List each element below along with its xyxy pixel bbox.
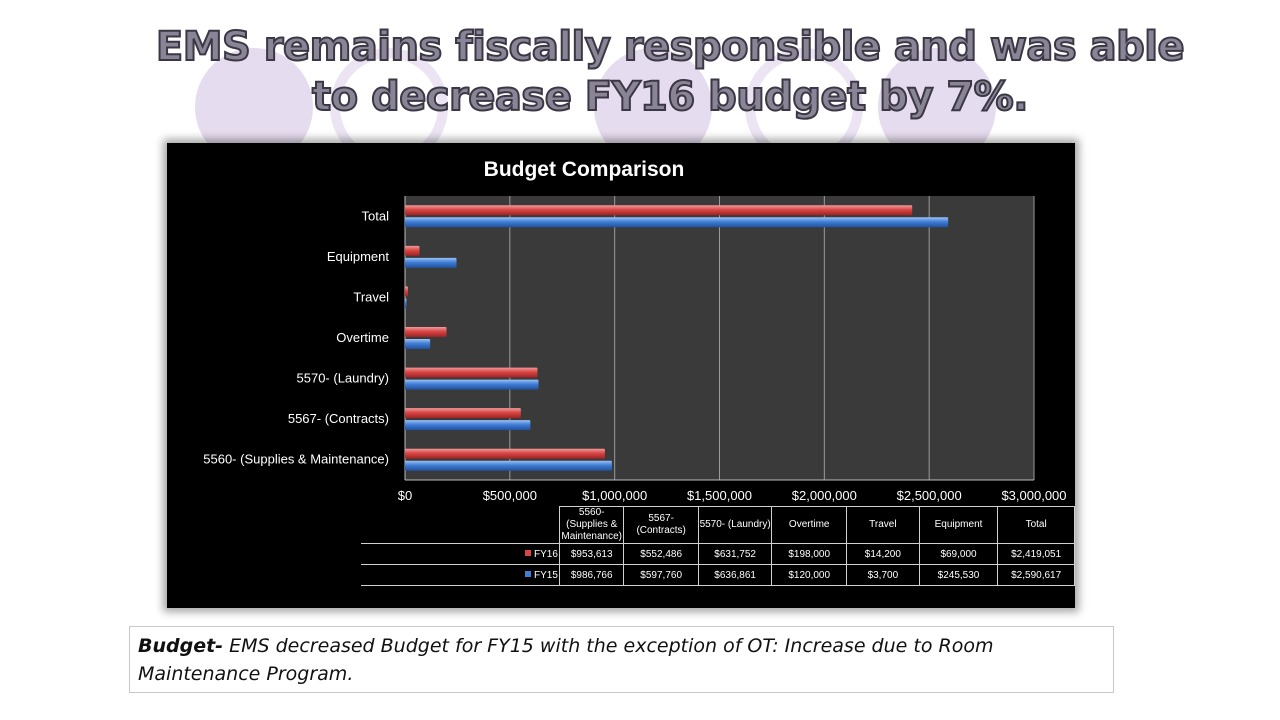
x-tick-label: $1,000,000 xyxy=(582,488,647,503)
bar-fy16 xyxy=(405,245,420,256)
caption-body: EMS decreased Budget for FY15 with the e… xyxy=(138,635,994,685)
x-tick-label: $2,000,000 xyxy=(792,488,857,503)
chart-data-table: 5560- (Supplies & Maintenance) 5567- (Co… xyxy=(361,506,1075,586)
legend-key-fy16 xyxy=(525,549,531,556)
data-table-header-row: 5560- (Supplies & Maintenance) 5567- (Co… xyxy=(361,506,1075,544)
bar-fy16 xyxy=(405,448,605,459)
bar-fy15 xyxy=(405,420,531,431)
bar-fy15 xyxy=(405,339,431,349)
data-table-cell: $631,752 xyxy=(697,543,773,565)
budget-chart: Budget Comparison $0 $500,000 $1,000,000 $1,… xyxy=(203,158,1066,503)
bar-fy15 xyxy=(405,217,949,228)
legend-label: FY16 xyxy=(534,548,558,560)
data-table-header: Overtime xyxy=(771,506,847,544)
x-tick-label: $3,000,000 xyxy=(1001,488,1066,503)
x-tick-label: $2,500,000 xyxy=(897,488,962,503)
x-tick-label: $0 xyxy=(398,488,412,503)
data-table-cell: $69,000 xyxy=(918,543,999,565)
data-table-header: 5570- (Laundry) xyxy=(697,506,773,544)
bar-fy15 xyxy=(405,257,457,268)
data-table-series-cell: FY16 xyxy=(361,543,560,565)
legend-label: FY15 xyxy=(534,569,558,581)
data-table-header: Total xyxy=(997,506,1075,544)
category-label: Equipment xyxy=(327,249,390,264)
legend-key-fy15 xyxy=(525,570,531,577)
x-tick-label: $500,000 xyxy=(483,488,537,503)
category-label: Total xyxy=(362,208,390,223)
data-table-cell: $2,590,617 xyxy=(997,564,1075,586)
bar-fy16 xyxy=(405,286,408,297)
category-label: Overtime xyxy=(336,330,389,345)
data-table-corner xyxy=(361,506,560,544)
caption-box: Budget- EMS decreased Budget for FY15 wi… xyxy=(129,626,1114,693)
x-tick-label: $1,500,000 xyxy=(687,488,752,503)
category-label: 5567- (Contracts) xyxy=(288,411,389,426)
data-table-cell: $597,760 xyxy=(623,564,699,586)
data-table-header: 5560- (Supplies & Maintenance) xyxy=(558,506,625,544)
data-table-row-fy16: FY16 $953,613 $552,486 $631,752 $198,000… xyxy=(361,543,1075,565)
data-table-cell: $636,861 xyxy=(697,564,773,586)
bar-fy16 xyxy=(405,408,521,419)
data-table-cell: $245,530 xyxy=(918,564,999,586)
bar-fy15 xyxy=(405,298,407,309)
data-table-cell: $14,200 xyxy=(845,543,920,565)
caption-lead: Budget- xyxy=(138,635,224,657)
chart-frame: Budget Comparison $0 $500,000 $1,000,000 $1,… xyxy=(167,143,1075,608)
bar-fy16 xyxy=(405,205,913,216)
category-label: 5570- (Laundry) xyxy=(297,371,390,386)
bar-fy15 xyxy=(405,379,539,390)
category-label: Travel xyxy=(353,289,389,304)
bar-fy16 xyxy=(405,327,447,337)
data-table-cell: $198,000 xyxy=(771,543,847,565)
data-table-header: Travel xyxy=(845,506,920,544)
data-table-cell: $552,486 xyxy=(623,543,699,565)
slide-title: EMS remains fiscally responsible and was… xyxy=(155,23,1186,121)
chart-title: Budget Comparison xyxy=(484,158,685,181)
category-label: 5560- (Supplies & Maintenance) xyxy=(203,452,389,467)
data-table-cell: $2,419,051 xyxy=(997,543,1075,565)
bar-fy16 xyxy=(405,367,538,378)
data-table-row-fy15: FY15 $986,766 $597,760 $636,861 $120,000… xyxy=(361,564,1075,586)
data-table-header: 5567- (Contracts) xyxy=(623,506,699,544)
data-table-header: Equipment xyxy=(918,506,999,544)
data-table-series-cell: FY15 xyxy=(361,564,560,586)
bar-fy15 xyxy=(405,460,612,471)
data-table-cell: $120,000 xyxy=(771,564,847,586)
data-table-cell: $986,766 xyxy=(558,564,625,586)
data-table-cell: $953,613 xyxy=(558,543,625,565)
data-table-cell: $3,700 xyxy=(845,564,920,586)
